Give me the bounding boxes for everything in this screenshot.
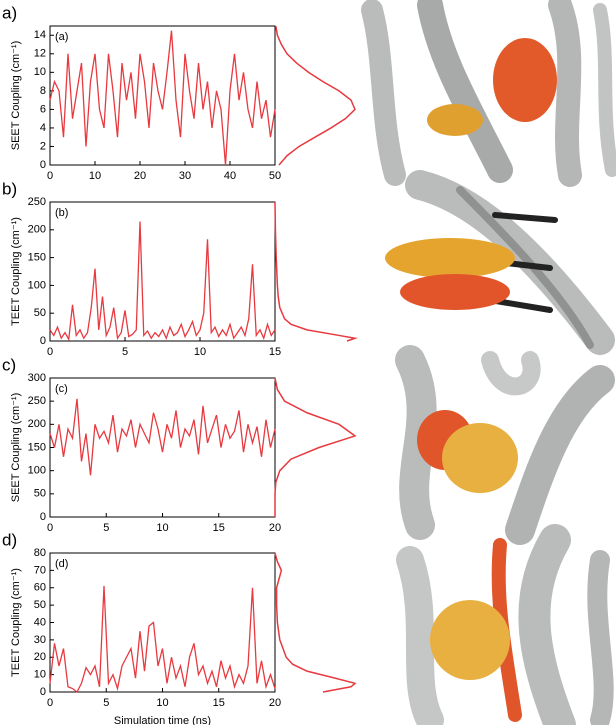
x-tick-label: 10 <box>156 522 168 534</box>
y-tick-label: 200 <box>28 224 46 236</box>
distribution-curve <box>275 25 356 166</box>
chromophore <box>400 274 510 310</box>
plot-frame <box>49 25 276 166</box>
helix <box>505 365 615 545</box>
x-tick-label: 15 <box>269 346 281 358</box>
helix <box>518 524 576 725</box>
x-tick-label: 30 <box>179 170 191 182</box>
y-tick-label: 80 <box>34 547 46 559</box>
y-tick-label: 2 <box>40 140 46 152</box>
chromophore <box>427 104 483 136</box>
panel-label: (c) <box>55 383 68 395</box>
distribution-curve <box>274 377 357 517</box>
structure-image-a <box>361 0 616 187</box>
x-tick-label: 5 <box>103 522 109 534</box>
structure-image-b <box>385 170 615 355</box>
helix <box>481 351 541 396</box>
y-tick-label: 10 <box>34 669 46 681</box>
y-tick-label: 20 <box>34 651 46 663</box>
y-tick-label: 200 <box>28 418 46 430</box>
coupling-line <box>49 221 276 342</box>
y-tick-label: 300 <box>28 372 46 384</box>
panel-label: (b) <box>55 207 68 219</box>
y-tick-label: 10 <box>34 66 46 78</box>
coupling-line <box>49 398 276 476</box>
y-tick-label: 250 <box>28 196 46 208</box>
y-tick-label: 60 <box>34 582 46 594</box>
y-tick-label: 0 <box>40 159 46 171</box>
chromophore <box>385 238 515 278</box>
y-tick-label: 4 <box>40 122 46 134</box>
distribution-curve <box>274 552 357 693</box>
y-axis-label: TEET Coupling (cm⁻¹) <box>10 217 22 326</box>
y-axis-label: TEET Coupling (cm⁻¹) <box>10 568 22 677</box>
y-tick-label: 0 <box>40 686 46 698</box>
chromophore <box>442 423 518 493</box>
panel-label: (a) <box>55 31 68 43</box>
helix <box>593 3 616 177</box>
y-tick-label: 0 <box>40 511 46 523</box>
helix <box>396 546 444 725</box>
x-tick-label: 10 <box>194 346 206 358</box>
y-tick-label: 100 <box>28 279 46 291</box>
x-tick-label: 50 <box>269 170 281 182</box>
plot-frame <box>49 201 276 342</box>
x-tick-label: 20 <box>269 522 281 534</box>
x-tick-label: 10 <box>89 170 101 182</box>
y-tick-label: 50 <box>34 488 46 500</box>
y-tick-label: 0 <box>40 335 46 347</box>
y-tick-label: 8 <box>40 85 46 97</box>
coupling-line <box>49 585 276 693</box>
figure-label: b) <box>2 179 17 198</box>
x-tick-label: 15 <box>213 522 225 534</box>
distribution-curve <box>274 201 358 342</box>
x-tick-label: 0 <box>47 346 53 358</box>
helix <box>548 0 582 187</box>
plot-frame <box>49 552 276 693</box>
y-tick-label: 14 <box>34 29 46 41</box>
x-tick-label: 0 <box>47 522 53 534</box>
x-tick-label: 15 <box>213 697 225 709</box>
y-tick-label: 150 <box>28 441 46 453</box>
helix <box>417 0 513 183</box>
x-axis-label: Simulation time (ns) <box>114 715 211 725</box>
y-tick-label: 100 <box>28 465 46 477</box>
helix <box>587 550 614 725</box>
coupling-line <box>49 30 276 166</box>
molecule-images <box>361 0 616 725</box>
x-tick-label: 0 <box>47 170 53 182</box>
y-tick-label: 30 <box>34 634 46 646</box>
y-tick-label: 150 <box>28 252 46 264</box>
x-tick-label: 20 <box>134 170 146 182</box>
x-tick-label: 5 <box>122 346 128 358</box>
y-tick-label: 50 <box>34 307 46 319</box>
chromophore <box>430 600 510 680</box>
figure-label: c) <box>2 355 16 374</box>
x-tick-label: 40 <box>224 170 236 182</box>
structure-image-c <box>395 345 615 545</box>
y-tick-label: 70 <box>34 564 46 576</box>
y-tick-label: 50 <box>34 599 46 611</box>
x-tick-label: 0 <box>47 697 53 709</box>
figure-label: d) <box>2 530 17 549</box>
panel-label: (d) <box>55 558 68 570</box>
chromophore <box>493 38 557 122</box>
figure-label: a) <box>2 3 17 22</box>
x-tick-label: 5 <box>103 697 109 709</box>
x-tick-label: 10 <box>156 697 168 709</box>
y-tick-label: 40 <box>34 616 46 628</box>
structure-image-d <box>396 524 614 725</box>
y-tick-label: 250 <box>28 395 46 407</box>
y-tick-label: 6 <box>40 103 46 115</box>
y-tick-label: 12 <box>34 48 46 60</box>
x-tick-label: 20 <box>269 697 281 709</box>
y-axis-label: SEET Coupling (cm⁻¹) <box>10 41 22 151</box>
dna-backbone <box>456 186 594 349</box>
y-axis-label: SEET Coupling (cm⁻¹) <box>10 393 22 503</box>
helix <box>361 0 406 186</box>
